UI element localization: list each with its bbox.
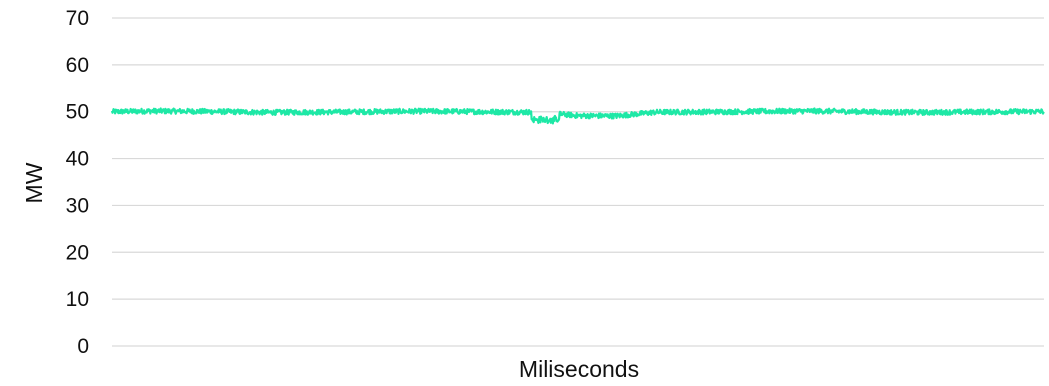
y-tick-label: 0: [77, 335, 89, 358]
series-layer: [110, 107, 1045, 125]
y-tick-label: 60: [66, 54, 89, 77]
y-tick-label: 10: [66, 288, 89, 311]
y-tick-label: 30: [66, 194, 89, 217]
y-tick-labels: 0 10 20 30 40 50 60 70: [66, 7, 89, 358]
y-tick-label: 40: [66, 148, 89, 171]
series-line: [110, 107, 1045, 125]
y-axis-label: MW: [21, 162, 47, 203]
x-axis-label: Miliseconds: [519, 356, 639, 382]
y-tick-label: 70: [66, 7, 89, 30]
y-tick-label: 20: [66, 241, 89, 264]
gridlines: [112, 17, 1044, 347]
y-tick-label: 50: [66, 101, 89, 124]
